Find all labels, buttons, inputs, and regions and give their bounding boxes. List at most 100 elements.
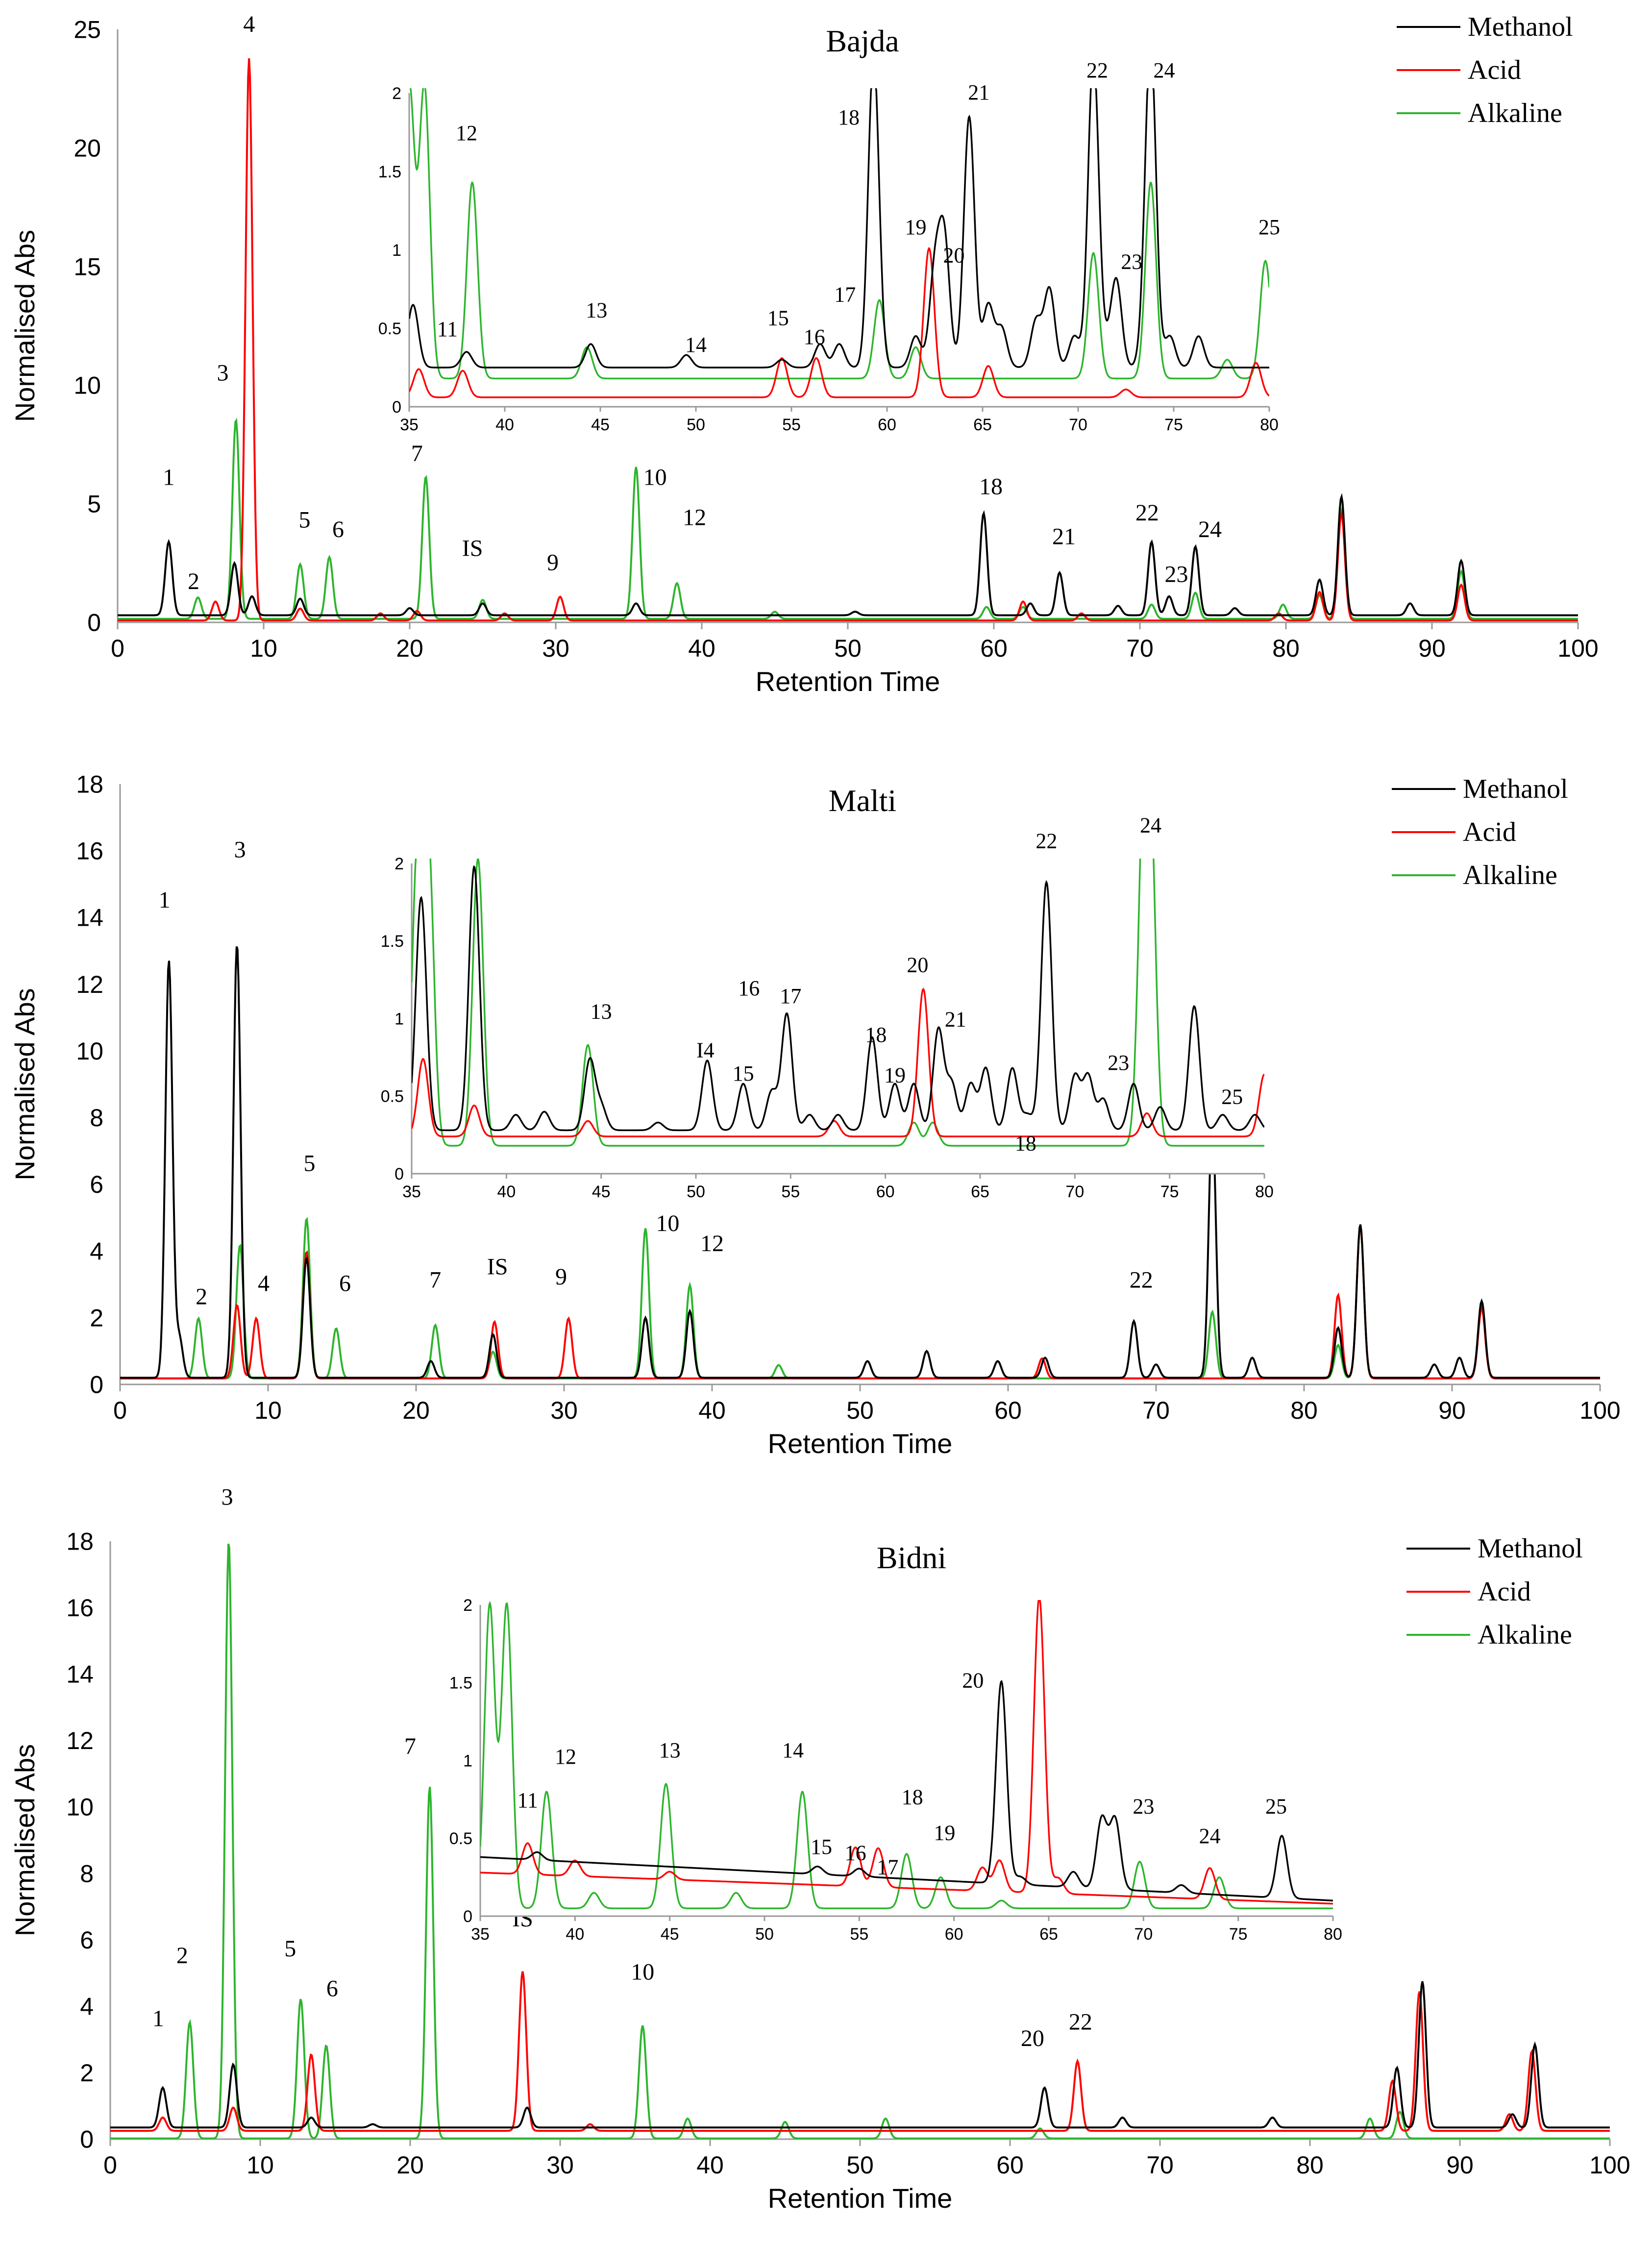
y-tick-label: 25 (74, 16, 101, 44)
x-tick-label: 70 (1065, 1183, 1084, 1201)
x-tick-label: 70 (1069, 416, 1087, 434)
peak-label: 7 (411, 441, 423, 467)
chart-title: Bajda (826, 24, 899, 58)
peak-label: 2 (196, 1284, 207, 1310)
peak-label: 23 (1108, 1051, 1129, 1075)
x-tick-label: 80 (1296, 2151, 1324, 2179)
x-tick-label: 10 (250, 635, 277, 662)
peak-label: 5 (284, 1936, 296, 1962)
y-tick-label: 8 (90, 1104, 103, 1132)
x-tick-label: 10 (247, 2151, 274, 2179)
peak-label: 19 (934, 1821, 955, 1845)
x-tick-label: 80 (1272, 635, 1300, 662)
peak-label: 18 (1015, 1132, 1036, 1156)
series-line-acid (480, 1600, 1333, 1905)
y-tick-label: 0 (80, 2126, 94, 2153)
peak-label: 14 (782, 1738, 804, 1762)
x-tick-label: 60 (996, 2151, 1024, 2179)
inset-plot-0: 35 40 45 50 55 60 65 70 75 8000.511.5211121314151… (378, 58, 1280, 434)
peak-label: IS (462, 535, 483, 561)
peak-label: 21 (1052, 523, 1076, 549)
y-tick-label: 4 (80, 1993, 94, 2020)
series-line-acid (409, 247, 1269, 398)
peak-label: 6 (332, 517, 344, 543)
x-tick-label: 55 (781, 1183, 800, 1201)
series-line-acid (110, 1971, 1610, 2132)
peak-label: 18 (979, 474, 1003, 500)
peak-label: 20 (943, 244, 965, 268)
series-line-alkaline (412, 859, 1264, 1147)
series-line-acid (120, 1225, 1600, 1380)
peak-label: 24 (1198, 517, 1222, 543)
peak-label: 13 (659, 1738, 681, 1762)
peak-label: 12 (700, 1231, 724, 1257)
x-tick-label: 65 (1039, 1925, 1058, 1944)
x-tick-label: 30 (542, 635, 569, 662)
peak-label: 21 (968, 80, 989, 104)
y-tick-label: 1 (395, 1010, 404, 1028)
y-tick-label: 1.5 (449, 1674, 472, 1693)
x-tick-label: 80 (1324, 1925, 1342, 1944)
peak-label: 19 (905, 215, 927, 239)
y-tick-label: 0 (463, 1907, 472, 1926)
x-tick-label: 40 (495, 416, 514, 434)
x-tick-label: 50 (687, 1183, 705, 1201)
x-tick-label: 70 (1126, 635, 1154, 662)
chart-title: Bidni (877, 1540, 946, 1575)
y-tick-label: 1.5 (381, 932, 404, 951)
peak-label: 12 (555, 1745, 576, 1769)
x-tick-label: 35 (400, 416, 419, 434)
peak-label: 18 (865, 1023, 887, 1047)
chart-2: 0 10 20 30 40 50 60 70 80 90 100024681012141618123… (66, 1484, 1630, 2179)
peak-label: 23 (1165, 562, 1188, 588)
peak-label: 25 (1221, 1085, 1243, 1109)
peak-label: 6 (339, 1270, 351, 1296)
peak-label: 16 (738, 976, 760, 1000)
x-tick-label: 30 (550, 1397, 578, 1424)
peak-label: 5 (298, 507, 310, 533)
inset-plot-2: 35 40 45 50 55 60 65 70 75 80 0 0.5 1 1.5 2 11 12 13 14 15 1… (449, 1596, 1342, 1944)
x-tick-label: 80 (1260, 416, 1279, 434)
peak-label: 7 (429, 1267, 441, 1293)
y-tick-label: 0 (395, 1165, 404, 1184)
series-line-alkaline (110, 1543, 1610, 2139)
y-tick-label: 0 (87, 609, 101, 637)
peak-label: 22 (1130, 1267, 1153, 1293)
peak-label: 13 (586, 298, 607, 322)
y-tick-label: 1 (463, 1751, 472, 1770)
peak-label: 18 (902, 1785, 923, 1809)
series-line-acid (412, 987, 1264, 1137)
y-tick-label: 15 (74, 253, 101, 281)
x-tick-label: 50 (687, 416, 705, 434)
peak-label: 14 (685, 333, 707, 357)
y-axis-title: Normalised Abs (9, 988, 40, 1180)
x-tick-label: 60 (994, 1397, 1022, 1424)
y-tick-label: 16 (66, 1594, 94, 1622)
peak-label: 12 (456, 121, 477, 145)
peak-label: 19 (884, 1063, 906, 1087)
x-tick-label: 60 (878, 416, 896, 434)
legend: Methanol Acid Alkaline (1392, 774, 1568, 890)
x-axis-title: Retention Time (768, 1428, 953, 1459)
x-tick-label: 45 (592, 1183, 611, 1201)
y-tick-label: 18 (66, 1528, 94, 1555)
peak-label: 23 (1133, 1794, 1154, 1818)
series-line-methanol (120, 946, 1600, 1379)
x-tick-label: 50 (846, 1397, 874, 1424)
peak-label: 25 (1258, 215, 1280, 239)
series-line-methanol (110, 1981, 1610, 2129)
x-tick-label: 70 (1134, 1925, 1153, 1944)
series-line-methanol (409, 88, 1269, 369)
peak-label: 15 (811, 1835, 832, 1859)
y-tick-label: 0.5 (381, 1087, 404, 1106)
legend-label: Methanol (1463, 774, 1568, 804)
series-line-methanol (412, 865, 1264, 1132)
x-tick-label: 40 (566, 1925, 584, 1944)
y-tick-label: 0.5 (449, 1829, 472, 1848)
peak-label: 15 (733, 1061, 754, 1085)
legend-label: Methanol (1478, 1533, 1583, 1564)
x-tick-label: 30 (546, 2151, 574, 2179)
peak-label: 17 (780, 984, 801, 1008)
